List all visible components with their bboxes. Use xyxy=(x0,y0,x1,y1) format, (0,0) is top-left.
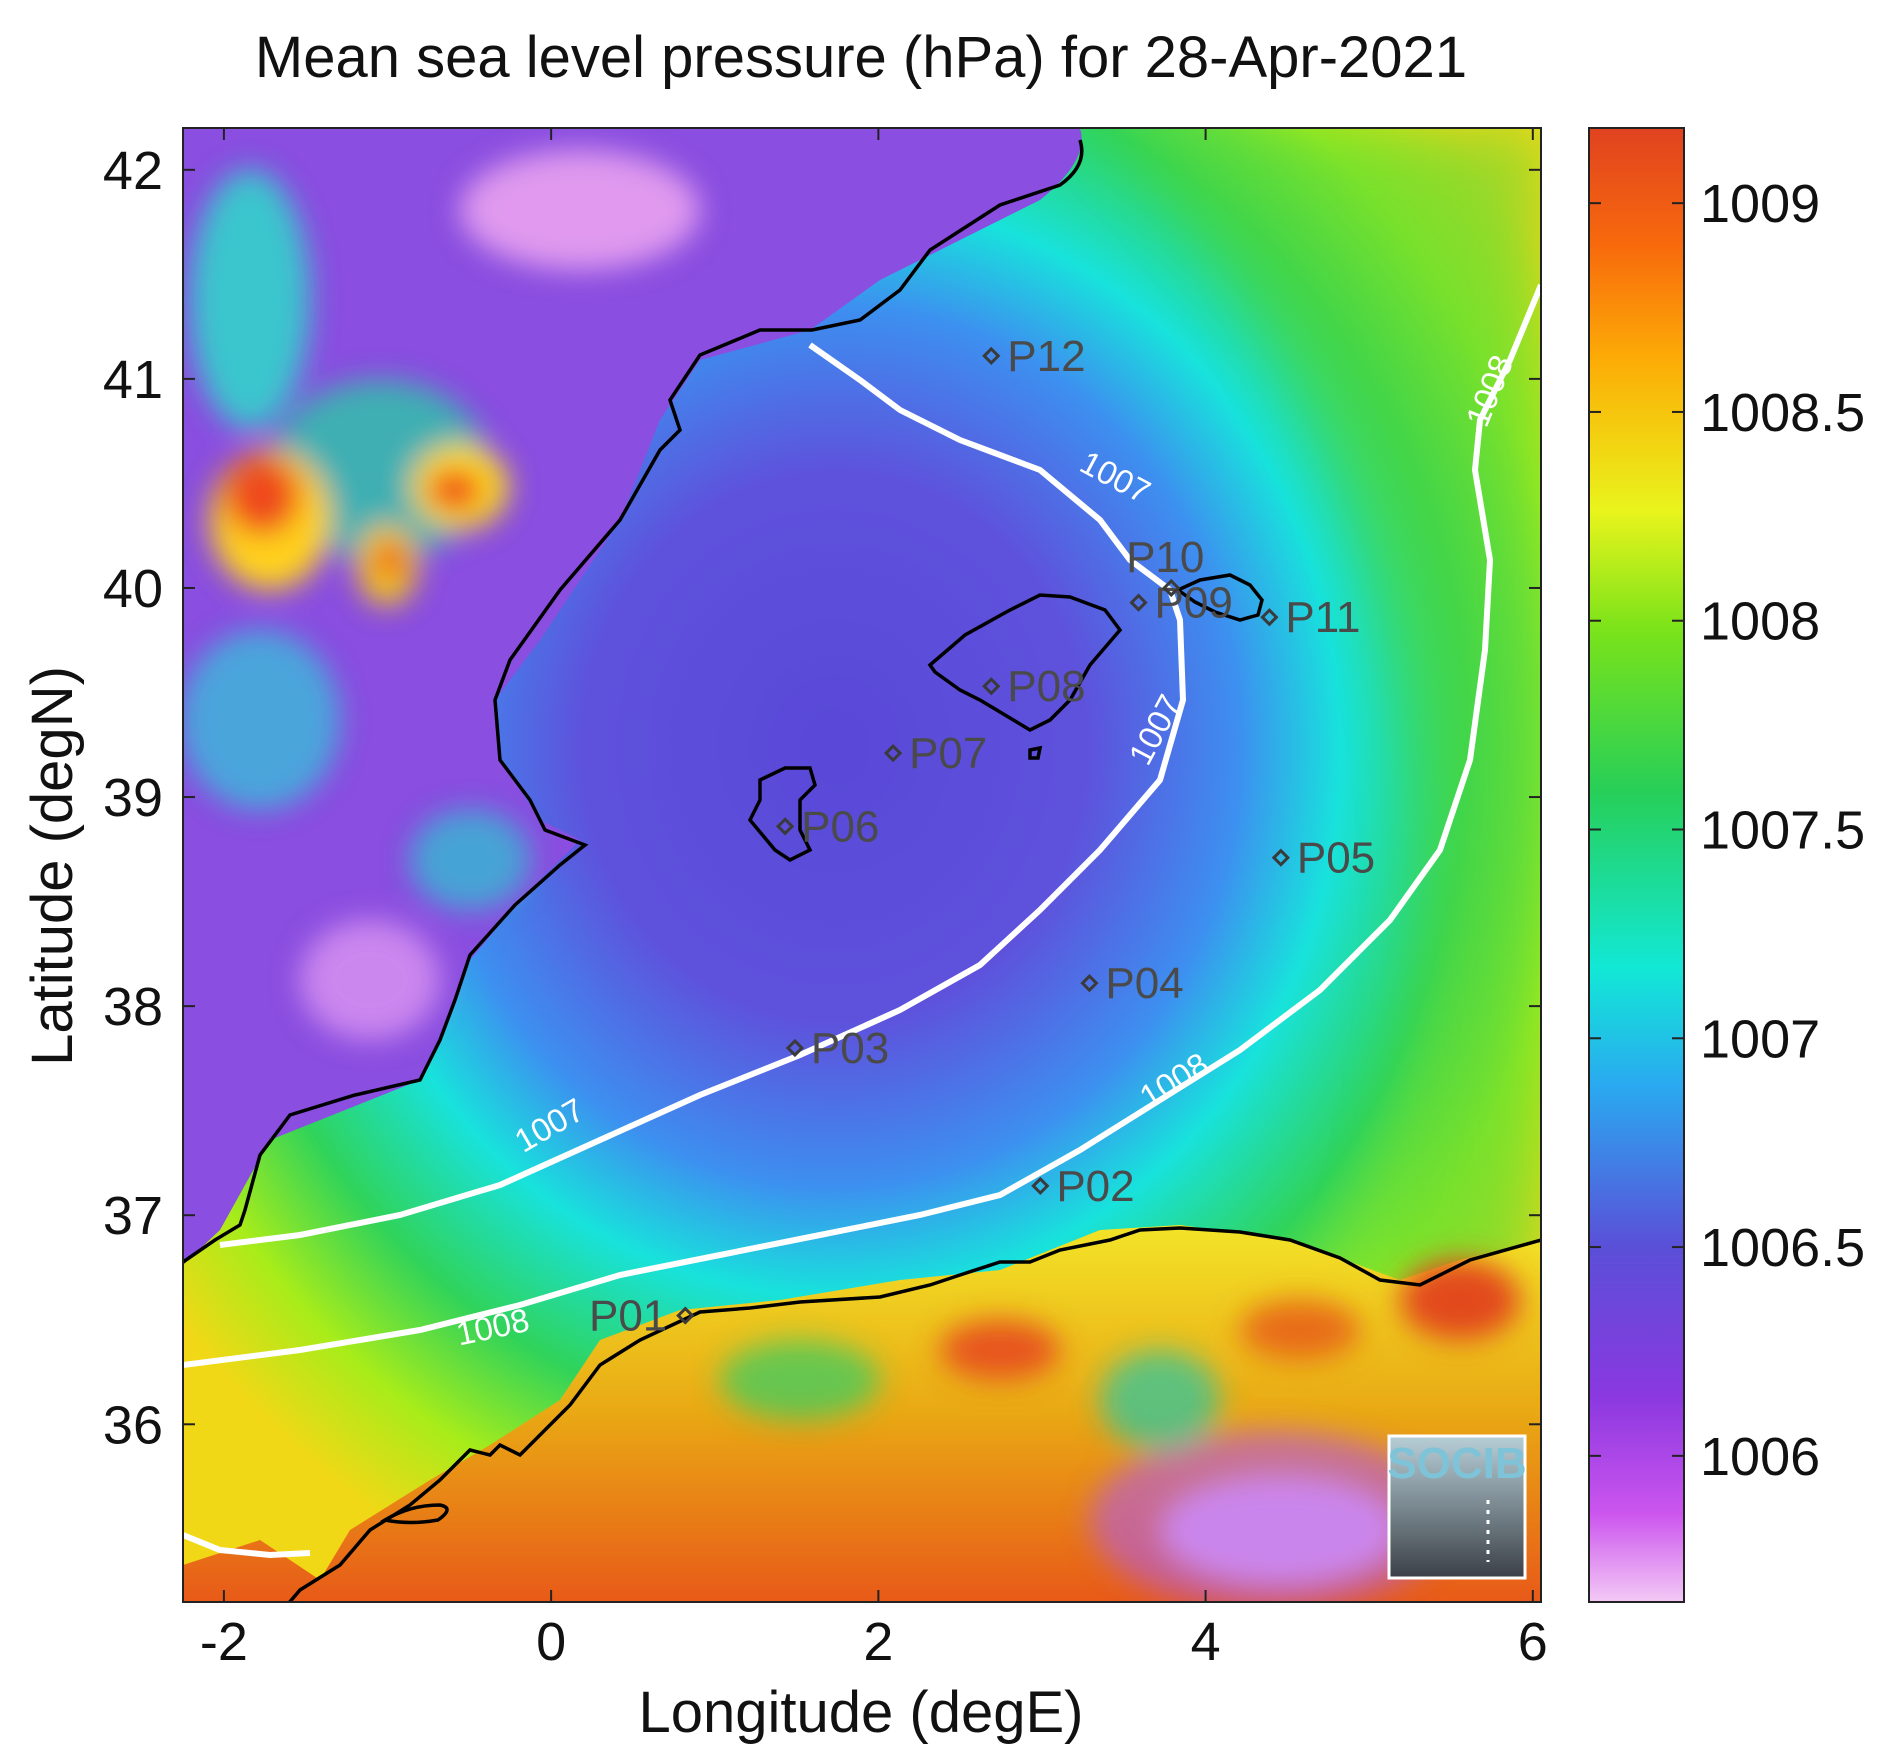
y-axis-label: Latitude (degN) xyxy=(20,666,85,1066)
x-tick-label: 4 xyxy=(1191,1612,1221,1672)
station-p11: P11 xyxy=(1260,593,1360,642)
station-p06: P06 xyxy=(775,802,879,851)
station-label: P12 xyxy=(1007,332,1085,381)
colorbar-tick-label: 1006.5 xyxy=(1700,1218,1865,1278)
isobars xyxy=(183,283,1541,1559)
station-label: P11 xyxy=(1285,593,1360,642)
colorbar-tick-label: 1006 xyxy=(1700,1427,1820,1487)
x-tick-label: -2 xyxy=(200,1612,248,1672)
station-p07: P07 xyxy=(883,729,987,778)
x-tick-label: 6 xyxy=(1518,1612,1548,1672)
y-tick-label: 36 xyxy=(103,1395,163,1455)
station-marker xyxy=(775,817,795,836)
station-marker xyxy=(1031,1176,1050,1196)
y-axis: 36 37 38 39 40 41 42 xyxy=(103,141,1541,1455)
y-tick-label: 41 xyxy=(103,350,163,410)
x-axis-label: Longitude (degE) xyxy=(639,1680,1084,1745)
y-tick-label: 42 xyxy=(103,141,163,201)
station-label: P07 xyxy=(909,729,987,778)
station-label: P10 xyxy=(1126,533,1204,582)
station-marker xyxy=(1162,578,1181,598)
station-marker xyxy=(1260,608,1279,627)
station-marker xyxy=(1129,593,1148,612)
x-tick-label: 0 xyxy=(536,1612,566,1672)
y-tick-label: 40 xyxy=(103,559,163,619)
eastern-ridge-shading xyxy=(1100,128,1541,1300)
station-label: P01 xyxy=(589,1292,667,1341)
station-label: P02 xyxy=(1056,1162,1134,1211)
plot-area: 1007 1007 1007 1008 1008 1008 P01P02P03P… xyxy=(183,128,1541,1602)
iberia-texture xyxy=(183,150,700,1040)
y-tick-label: 37 xyxy=(103,1186,163,1246)
africa-coastline xyxy=(287,1226,1541,1602)
station-label: P05 xyxy=(1297,834,1375,883)
station-p12: P12 xyxy=(982,332,1086,381)
station-marker xyxy=(785,1038,805,1058)
logo-text: SOCIB xyxy=(1387,1439,1526,1488)
station-label: P08 xyxy=(1007,662,1085,711)
station-marker xyxy=(982,677,1001,696)
station-label: P03 xyxy=(811,1024,889,1073)
colorbar-tick-label: 1008.5 xyxy=(1700,383,1865,443)
station-label: P09 xyxy=(1155,579,1233,628)
station-p01: P01 xyxy=(589,1292,695,1341)
station-label: P06 xyxy=(801,802,879,851)
station-marker xyxy=(676,1306,695,1325)
isobar-1008 xyxy=(183,283,1541,1368)
coastlines xyxy=(183,139,1541,1602)
station-marker xyxy=(1271,848,1290,867)
station-p09: P09 xyxy=(1129,579,1233,628)
mallorca-coastline xyxy=(927,593,1123,732)
colorbar-tick-label: 1009 xyxy=(1700,174,1820,234)
y-tick-label: 39 xyxy=(103,768,163,828)
logo-box xyxy=(1387,1434,1527,1580)
station-marker xyxy=(1080,974,1099,993)
islet-coastline xyxy=(380,1503,449,1525)
station-marker xyxy=(883,744,903,763)
x-axis: -2 0 2 4 6 xyxy=(200,128,1548,1672)
isobar-1008-sw xyxy=(183,1532,311,1559)
cabrera-coastline xyxy=(1028,745,1043,760)
colorbar-scale xyxy=(1588,127,1685,1603)
chart-title: Mean sea level pressure (hPa) for 28-Apr… xyxy=(255,25,1467,90)
station-p02: P02 xyxy=(1031,1162,1135,1211)
station-p04: P04 xyxy=(1080,959,1184,1008)
station-marker xyxy=(982,346,1001,366)
plot-frame xyxy=(182,127,1542,1603)
socib-logo: SOCIB xyxy=(1387,1434,1527,1580)
colorbar-tick-label: 1007.5 xyxy=(1700,801,1865,861)
colorbar-tick-label: 1008 xyxy=(1700,592,1820,652)
station-p03: P03 xyxy=(785,1024,889,1073)
station-p05: P05 xyxy=(1271,834,1375,883)
station-p10: P10 xyxy=(1126,533,1204,598)
station-p08: P08 xyxy=(982,662,1086,711)
colorbar-ticks: 1006 1006.5 1007 1007.5 1008 1008.5 1009 xyxy=(1589,174,1865,1487)
x-tick-label: 2 xyxy=(863,1612,893,1672)
isobar-1007 xyxy=(219,342,1187,1248)
iberia-coastline xyxy=(183,139,1084,1264)
y-tick-label: 38 xyxy=(103,977,163,1037)
colorbar-tick-label: 1007 xyxy=(1700,1009,1820,1069)
menorca-coastline xyxy=(1174,573,1264,622)
station-label: P04 xyxy=(1105,959,1183,1008)
colorbar: 1006 1006.5 1007 1007.5 1008 1008.5 1009 xyxy=(1588,127,1865,1603)
africa-texture xyxy=(720,1260,1520,1602)
ibiza-coastline xyxy=(747,766,817,863)
